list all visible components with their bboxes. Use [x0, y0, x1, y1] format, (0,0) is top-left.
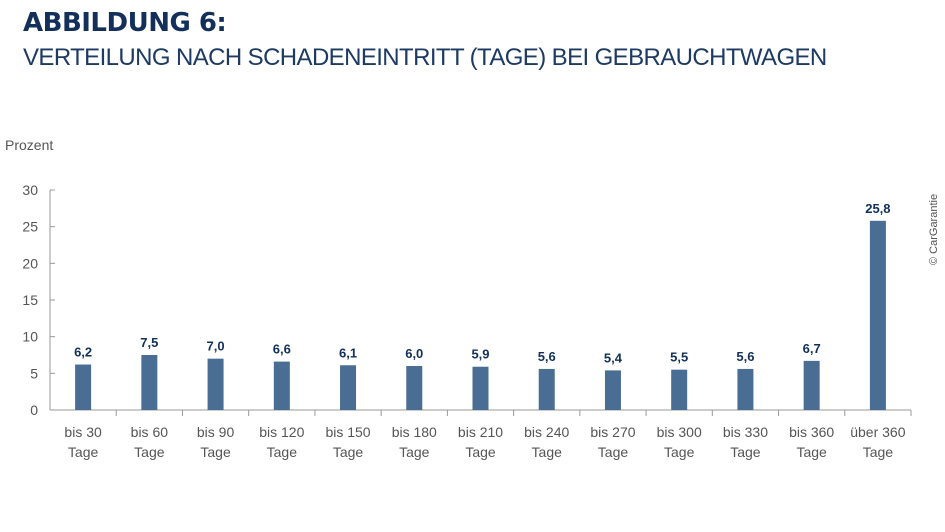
x-tick-label: bis 180 [392, 424, 437, 440]
data-label: 6,0 [405, 346, 423, 361]
bar [803, 360, 820, 410]
y-tick-label: 15 [22, 292, 38, 308]
data-label: 6,1 [339, 345, 357, 360]
x-tick-label: Tage [664, 444, 695, 460]
bar [737, 368, 754, 410]
bar [538, 368, 555, 410]
data-label: 6,7 [803, 341, 821, 356]
bar [273, 361, 290, 410]
bar [207, 358, 224, 410]
bar [406, 366, 423, 410]
x-tick-label: Tage [399, 444, 430, 460]
data-label: 5,4 [604, 350, 623, 365]
x-tick-label: bis 300 [657, 424, 702, 440]
y-tick-label: 10 [22, 329, 38, 345]
bar [472, 366, 489, 410]
x-tick-label: Tage [134, 444, 165, 460]
y-tick-label: 30 [22, 182, 38, 198]
x-tick-label: Tage [532, 444, 563, 460]
y-tick-label: 25 [22, 219, 38, 235]
data-label: 5,9 [471, 347, 489, 362]
data-label: 7,5 [140, 335, 158, 350]
y-tick-label: 5 [30, 365, 38, 381]
x-tick-label: bis 120 [259, 424, 304, 440]
x-tick-label: Tage [863, 444, 894, 460]
x-tick-label: Tage [598, 444, 629, 460]
bar [869, 220, 886, 410]
data-label: 6,6 [273, 342, 291, 357]
y-tick-label: 0 [30, 402, 38, 418]
x-tick-label: Tage [200, 444, 231, 460]
data-label: 7,0 [207, 339, 225, 354]
x-tick-label: bis 330 [723, 424, 768, 440]
x-tick-label: bis 360 [789, 424, 834, 440]
x-tick-label: Tage [333, 444, 364, 460]
x-tick-label: Tage [267, 444, 298, 460]
bar [604, 370, 621, 410]
y-axis-label: Prozent [5, 137, 54, 153]
x-tick-label: über 360 [850, 424, 905, 440]
x-tick-label: bis 150 [325, 424, 370, 440]
x-tick-label: Tage [465, 444, 496, 460]
data-label: 5,6 [538, 349, 556, 364]
chart-subtitle: VERTEILUNG NACH SCHADENEINTRITT (TAGE) B… [23, 44, 827, 71]
x-tick-label: Tage [730, 444, 761, 460]
x-tick-label: bis 90 [197, 424, 235, 440]
data-label: 5,6 [736, 349, 754, 364]
x-tick-label: bis 240 [524, 424, 569, 440]
x-tick-label: bis 60 [131, 424, 169, 440]
data-label: 25,8 [865, 201, 890, 216]
data-label: 5,5 [670, 350, 688, 365]
data-label: 6,2 [74, 345, 92, 360]
x-tick-label: bis 30 [64, 424, 102, 440]
bar [671, 369, 688, 410]
chart-title: ABBILDUNG 6: [23, 8, 227, 38]
x-tick-label: Tage [68, 444, 99, 460]
x-tick-label: bis 270 [590, 424, 635, 440]
bar [340, 365, 357, 410]
bar [75, 364, 92, 410]
y-tick-label: 20 [22, 255, 38, 271]
x-tick-label: Tage [796, 444, 827, 460]
x-tick-label: bis 210 [458, 424, 503, 440]
bar [141, 355, 158, 410]
